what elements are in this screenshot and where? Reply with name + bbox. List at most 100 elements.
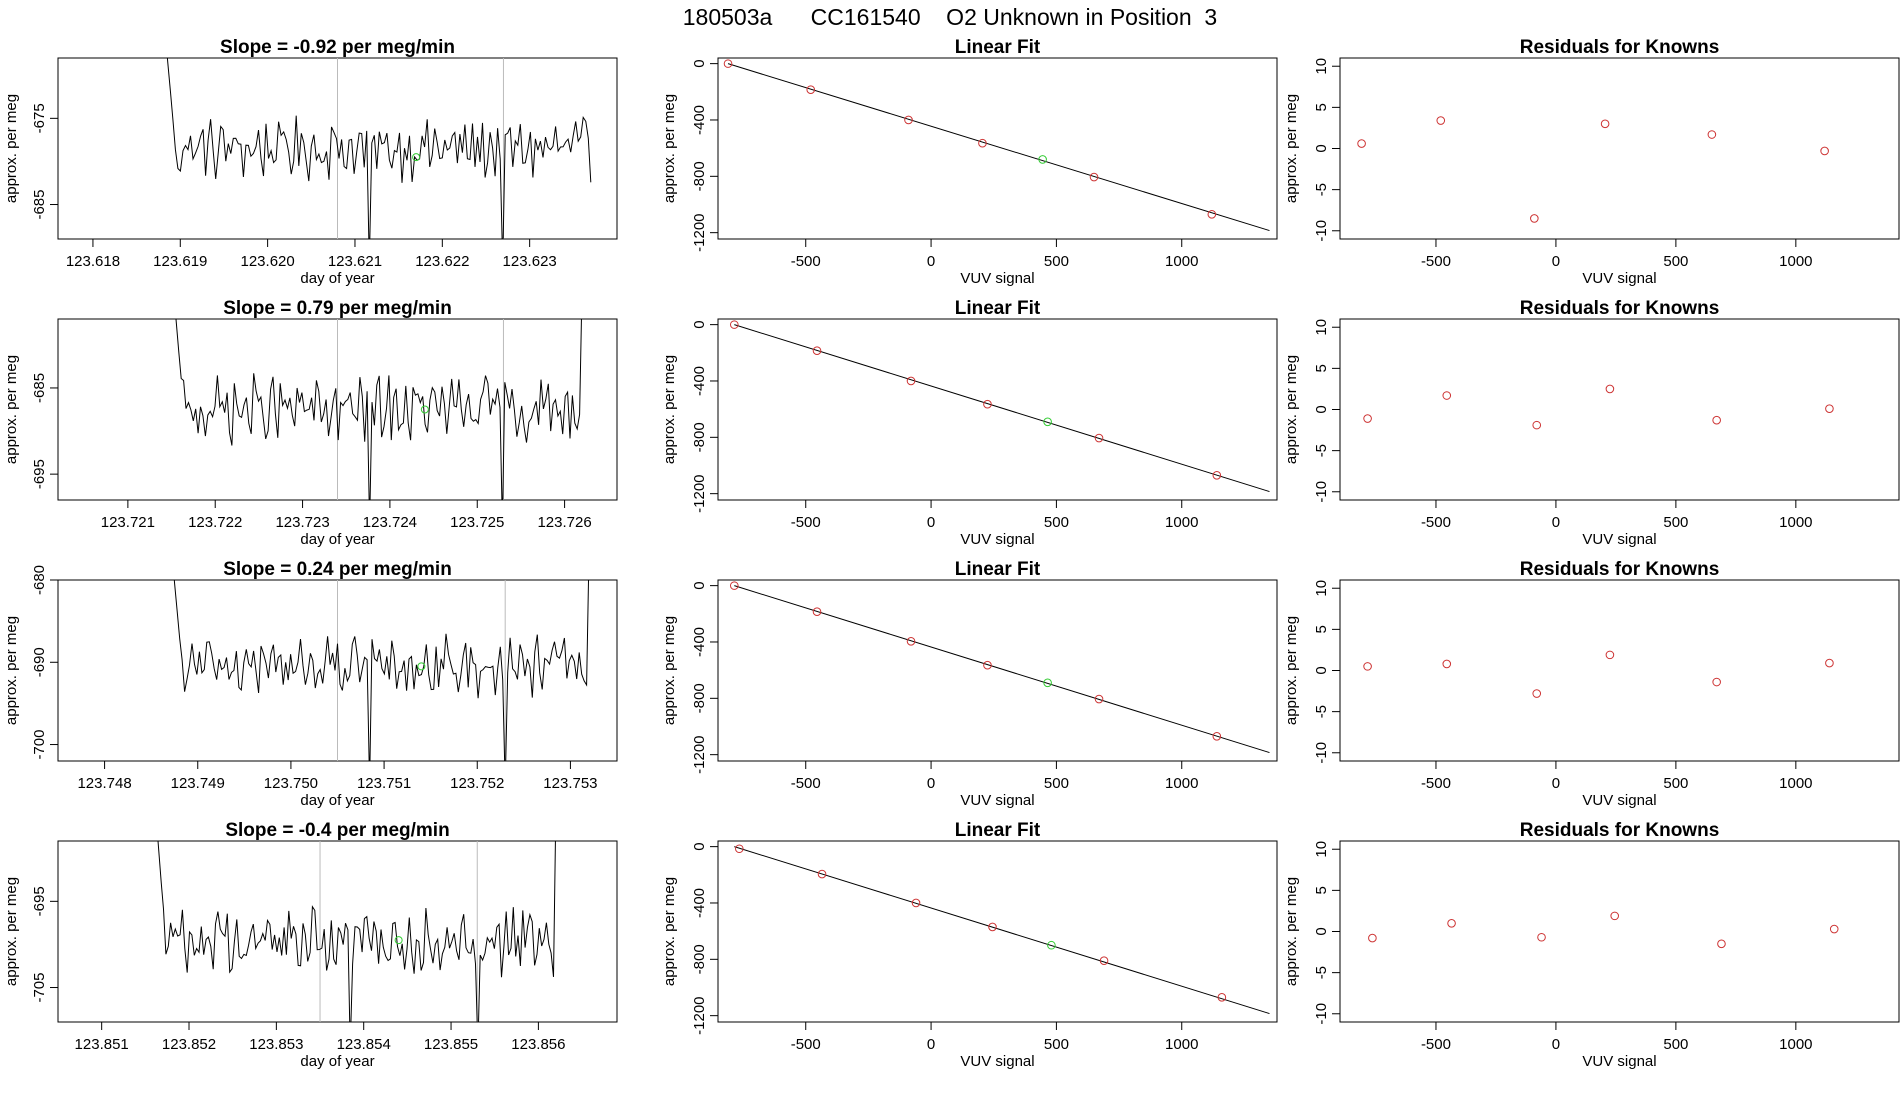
residual-point <box>1532 689 1542 698</box>
x-axis-label: VUV signal <box>1582 270 1656 287</box>
x-tick-label: 123.853 <box>249 1036 303 1053</box>
y-tick-label: -695 <box>31 886 48 916</box>
data-layer <box>729 581 1270 754</box>
residual-point <box>1829 924 1839 934</box>
x-tick-label: 500 <box>1663 775 1688 792</box>
panel-title: Slope = 0.24 per meg/min <box>223 559 452 580</box>
series-line <box>173 580 590 761</box>
y-tick-label: -800 <box>691 422 708 452</box>
plot-box <box>1339 579 1900 762</box>
y-axis-label: approx. per meg <box>661 94 678 203</box>
panel-residuals-row-4: Residuals for Knowns -500 0 500 1000 VUV sign… <box>1283 820 1900 1070</box>
y-axis-label: approx. per meg <box>3 877 20 986</box>
x-tick-label: -500 <box>791 514 821 531</box>
y-tick-label: -10 <box>1313 481 1330 503</box>
y-tick-label: -800 <box>691 683 708 713</box>
known-point <box>1212 471 1222 480</box>
plot-box <box>1339 318 1900 501</box>
x-tick-label: -500 <box>1421 1036 1451 1053</box>
residual-point <box>1357 139 1366 148</box>
figure-title: 180503a CC161540 O2 Unknown in Position … <box>682 4 1218 30</box>
x-tick-label: 123.855 <box>424 1036 478 1053</box>
y-tick-label: -400 <box>691 888 708 918</box>
panel-title: Residuals for Knowns <box>1520 298 1720 319</box>
x-tick-label: 123.752 <box>450 775 504 792</box>
y-tick-label: 5 <box>1313 103 1330 111</box>
y-tick-label: 0 <box>691 59 708 67</box>
x-tick-label: -500 <box>791 1036 821 1053</box>
panel-residuals-row-1: Residuals for Knowns -500 0 500 1000 VUV sign… <box>1283 37 1900 287</box>
y-tick-label: 0 <box>691 581 708 589</box>
residual-point <box>1442 391 1452 400</box>
x-tick-label: 1000 <box>1165 1036 1198 1053</box>
unknown-point <box>1038 155 1047 164</box>
known-point <box>729 320 739 329</box>
x-tick-label: 123.620 <box>241 253 295 270</box>
residual-point <box>1610 911 1620 921</box>
known-point <box>906 376 916 386</box>
y-axis-label: approx. per meg <box>661 877 678 986</box>
y-tick-label: -800 <box>691 161 708 191</box>
panel-title: Slope = -0.4 per meg/min <box>225 820 449 841</box>
known-point <box>1212 732 1222 741</box>
known-point <box>978 138 987 148</box>
panel-timeseries-row-1: Slope = -0.92 per meg/min 123.618 123.619 1… <box>3 37 618 287</box>
y-tick-label: -400 <box>691 105 708 135</box>
known-point <box>1217 993 1227 1002</box>
data-layer <box>734 844 1270 1015</box>
x-tick-label: 123.851 <box>75 1036 129 1053</box>
y-tick-label: 0 <box>691 320 708 328</box>
unknown-point <box>1047 940 1056 950</box>
residual-point <box>1717 939 1726 949</box>
x-axis-label: VUV signal <box>1582 1053 1656 1070</box>
x-tick-label: 123.619 <box>153 253 207 270</box>
y-tick-label: -690 <box>31 647 48 677</box>
y-axis-label: approx. per meg <box>1283 94 1300 203</box>
y-axis-label: approx. per meg <box>1283 355 1300 464</box>
known-point <box>904 115 913 125</box>
residual-point <box>1712 415 1721 425</box>
x-tick-label: 0 <box>927 514 935 531</box>
y-tick-label: 10 <box>1313 841 1330 858</box>
fit-line <box>727 63 1270 232</box>
panel-title: Linear Fit <box>955 559 1041 580</box>
x-tick-label: 0 <box>927 775 935 792</box>
x-tick-label: 500 <box>1044 1036 1069 1053</box>
y-tick-label: 0 <box>1313 405 1330 413</box>
plot-box <box>1339 840 1900 1023</box>
y-tick-label: 0 <box>1313 666 1330 674</box>
unknown-marker <box>417 662 426 671</box>
data-layer <box>1363 650 1834 698</box>
known-point <box>906 636 916 646</box>
x-tick-label: 0 <box>927 253 935 270</box>
x-tick-label: 1000 <box>1779 1036 1812 1053</box>
y-tick-label: 0 <box>691 842 708 850</box>
residual-point <box>1363 414 1372 423</box>
y-tick-label: 10 <box>1313 580 1330 597</box>
plot-box <box>717 318 1278 501</box>
x-axis-label: day of year <box>300 1053 374 1070</box>
y-tick-label: 10 <box>1313 319 1330 336</box>
x-tick-label: -500 <box>1421 253 1451 270</box>
x-tick-label: 0 <box>1552 514 1560 531</box>
x-tick-label: 123.748 <box>77 775 131 792</box>
known-point <box>1094 433 1104 443</box>
y-axis-label: approx. per meg <box>1283 616 1300 725</box>
residual-point <box>1605 384 1615 394</box>
x-tick-label: 1000 <box>1779 775 1812 792</box>
x-tick-label: 0 <box>1552 1036 1560 1053</box>
residual-point <box>1532 420 1542 430</box>
x-tick-label: 123.622 <box>415 253 469 270</box>
residual-point <box>1363 662 1372 671</box>
residual-point <box>1707 130 1717 139</box>
x-axis-label: VUV signal <box>1582 531 1656 548</box>
known-point <box>817 869 827 879</box>
x-tick-label: 500 <box>1663 1036 1688 1053</box>
series-line <box>157 841 556 1022</box>
residual-point <box>1825 658 1834 668</box>
y-tick-label: 5 <box>1313 625 1330 633</box>
data-layer <box>1357 116 1829 223</box>
known-point <box>1207 210 1217 219</box>
x-axis-label: day of year <box>300 531 374 548</box>
